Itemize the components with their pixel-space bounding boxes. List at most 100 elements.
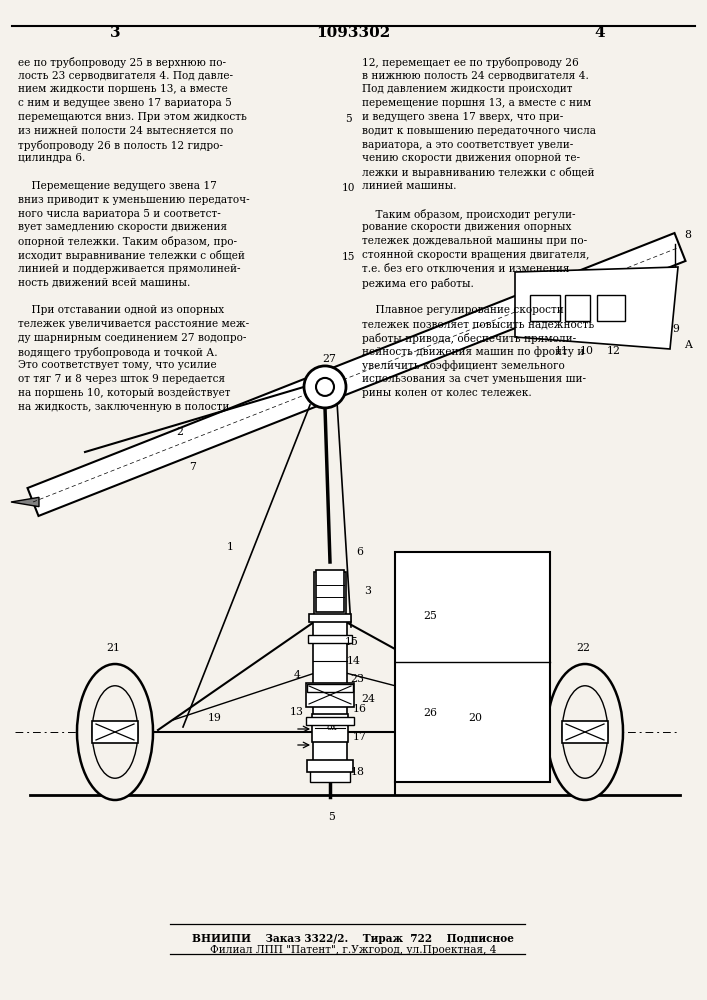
Bar (310, 768, 350, 782)
Text: 10: 10 (580, 346, 594, 356)
Text: 5: 5 (345, 114, 351, 124)
Text: исходит выравнивание тележки с общей: исходит выравнивание тележки с общей (18, 250, 245, 261)
Bar (92, 721, 138, 743)
Text: 25: 25 (423, 611, 437, 621)
Text: 4: 4 (595, 26, 605, 40)
Text: с ним и ведущее звено 17 вариатора 5: с ним и ведущее звено 17 вариатора 5 (18, 98, 232, 108)
Text: 1: 1 (226, 542, 233, 552)
Bar (314, 572, 346, 782)
Circle shape (316, 378, 334, 396)
Text: чению скорости движения опорной те-: чению скорости движения опорной те- (362, 153, 580, 163)
Text: 22: 22 (576, 643, 590, 653)
Text: 13: 13 (290, 707, 304, 717)
Text: 23: 23 (350, 674, 364, 684)
Text: 12, перемещает ее по трубопроводу 26: 12, перемещает ее по трубопроводу 26 (362, 57, 579, 68)
Text: Это соответствует тому, что усилие: Это соответствует тому, что усилие (18, 360, 216, 370)
Text: режима его работы.: режима его работы. (362, 278, 474, 289)
Bar (306, 717, 354, 725)
Text: 24: 24 (361, 694, 375, 704)
Bar (530, 295, 560, 321)
Text: работы привода, обеспечить прямоли-: работы привода, обеспечить прямоли- (362, 333, 576, 344)
Text: из нижней полости 24 вытесняется по: из нижней полости 24 вытесняется по (18, 126, 233, 136)
Text: тележек дождевальной машины при по-: тележек дождевальной машины при по- (362, 236, 587, 246)
Text: 2: 2 (177, 427, 184, 437)
Bar (395, 552, 550, 782)
Text: 19: 19 (208, 713, 222, 723)
Text: на поршень 10, который воздействует: на поршень 10, который воздействует (18, 388, 230, 398)
Bar (309, 614, 351, 622)
Text: 10: 10 (341, 183, 355, 193)
Text: ВНИИПИ    Заказ 3322/2.    Тираж  722    Подписное: ВНИИПИ Заказ 3322/2. Тираж 722 Подписное (192, 933, 514, 944)
Text: ее по трубопроводу 25 в верхнюю по-: ее по трубопроводу 25 в верхнюю по- (18, 57, 226, 68)
Text: При отставании одной из опорных: При отставании одной из опорных (18, 305, 224, 315)
Text: ность движений всей машины.: ность движений всей машины. (18, 278, 190, 288)
Text: водит к повышению передаточного числа: водит к повышению передаточного числа (362, 126, 596, 136)
Text: перемещаются вниз. При этом жидкость: перемещаются вниз. При этом жидкость (18, 112, 247, 122)
Bar (312, 714, 348, 742)
Text: использования за счет уменьшения ши-: использования за счет уменьшения ши- (362, 374, 586, 384)
Text: Филиал ЛПП "Патент", г.Ужгород, ул.Проектная, 4: Филиал ЛПП "Патент", г.Ужгород, ул.Проек… (210, 945, 496, 955)
Text: A: A (684, 340, 692, 350)
Text: увеличить коэффициент земельного: увеличить коэффициент земельного (362, 360, 565, 371)
Text: линией машины.: линией машины. (362, 181, 457, 191)
Bar (307, 684, 353, 692)
Text: цилиндра 6.: цилиндра 6. (18, 153, 86, 163)
Text: водящего трубопровода и точкой А.: водящего трубопровода и точкой А. (18, 347, 218, 358)
Text: 17: 17 (353, 732, 367, 742)
Bar (306, 683, 354, 707)
Polygon shape (28, 233, 686, 516)
Bar (597, 295, 625, 321)
Text: вниз приводит к уменьшению передаточ-: вниз приводит к уменьшению передаточ- (18, 195, 250, 205)
Text: Плавное регулирование скорости: Плавное регулирование скорости (362, 305, 563, 315)
Text: т.е. без его отключения и изменения: т.е. без его отключения и изменения (362, 264, 570, 274)
Text: нейность движения машин по фронту и: нейность движения машин по фронту и (362, 347, 584, 357)
Text: 4: 4 (293, 670, 300, 680)
Text: 5: 5 (329, 812, 335, 822)
Text: вариатора, а это соответствует увели-: вариатора, а это соответствует увели- (362, 140, 573, 150)
Text: перемещение поршня 13, а вместе с ним: перемещение поршня 13, а вместе с ним (362, 98, 591, 108)
Text: Перемещение ведущего звена 17: Перемещение ведущего звена 17 (18, 181, 217, 191)
Text: ного числа вариатора 5 и соответст-: ного числа вариатора 5 и соответст- (18, 209, 221, 219)
Circle shape (304, 366, 346, 408)
Bar (307, 760, 353, 772)
Text: 12: 12 (607, 346, 621, 356)
Text: опорной тележки. Таким образом, про-: опорной тележки. Таким образом, про- (18, 236, 237, 247)
Text: в нижнюю полость 24 серводвигателя 4.: в нижнюю полость 24 серводвигателя 4. (362, 71, 589, 81)
Bar (313, 617, 347, 762)
Bar (316, 570, 344, 612)
Text: тележек позволяет повысить надежность: тележек позволяет повысить надежность (362, 319, 595, 329)
Text: 15: 15 (345, 637, 359, 647)
Polygon shape (11, 497, 39, 507)
Text: 3: 3 (110, 26, 120, 40)
Ellipse shape (77, 664, 153, 800)
Text: 3: 3 (365, 586, 371, 596)
Text: 11: 11 (555, 346, 569, 356)
Bar (565, 295, 590, 321)
Text: 21: 21 (106, 643, 120, 653)
Bar (562, 721, 608, 743)
Ellipse shape (547, 664, 623, 800)
Text: ox: ox (327, 722, 337, 732)
Text: 16: 16 (353, 704, 367, 714)
Bar (308, 635, 352, 643)
Text: 7: 7 (189, 462, 197, 472)
Text: Таким образом, происходит регули-: Таким образом, происходит регули- (362, 209, 575, 220)
Text: от тяг 7 и 8 через шток 9 передается: от тяг 7 и 8 через шток 9 передается (18, 374, 225, 384)
Text: рование скорости движения опорных: рование скорости движения опорных (362, 222, 571, 232)
Text: 15: 15 (341, 252, 355, 262)
Text: 6: 6 (356, 547, 363, 557)
Text: линией и поддерживается прямолиней-: линией и поддерживается прямолиней- (18, 264, 240, 274)
Text: лежки и выравниванию тележки с общей: лежки и выравниванию тележки с общей (362, 167, 595, 178)
Text: лость 23 серводвигателя 4. Под давле-: лость 23 серводвигателя 4. Под давле- (18, 71, 233, 81)
Text: ду шарнирным соединением 27 водопро-: ду шарнирным соединением 27 водопро- (18, 333, 246, 343)
Text: 1093302: 1093302 (316, 26, 390, 40)
Text: 27: 27 (322, 354, 336, 364)
Text: на жидкость, заключенную в полости: на жидкость, заключенную в полости (18, 402, 229, 412)
Text: Под давлением жидкости происходит: Под давлением жидкости происходит (362, 84, 573, 94)
Text: стоянной скорости вращения двигателя,: стоянной скорости вращения двигателя, (362, 250, 590, 260)
Text: рины колен от колес тележек.: рины колен от колес тележек. (362, 388, 532, 398)
Text: тележек увеличивается расстояние меж-: тележек увеличивается расстояние меж- (18, 319, 249, 329)
Text: и ведущего звена 17 вверх, что при-: и ведущего звена 17 вверх, что при- (362, 112, 563, 122)
Text: нием жидкости поршень 13, а вместе: нием жидкости поршень 13, а вместе (18, 84, 228, 94)
Text: 14: 14 (347, 656, 361, 666)
